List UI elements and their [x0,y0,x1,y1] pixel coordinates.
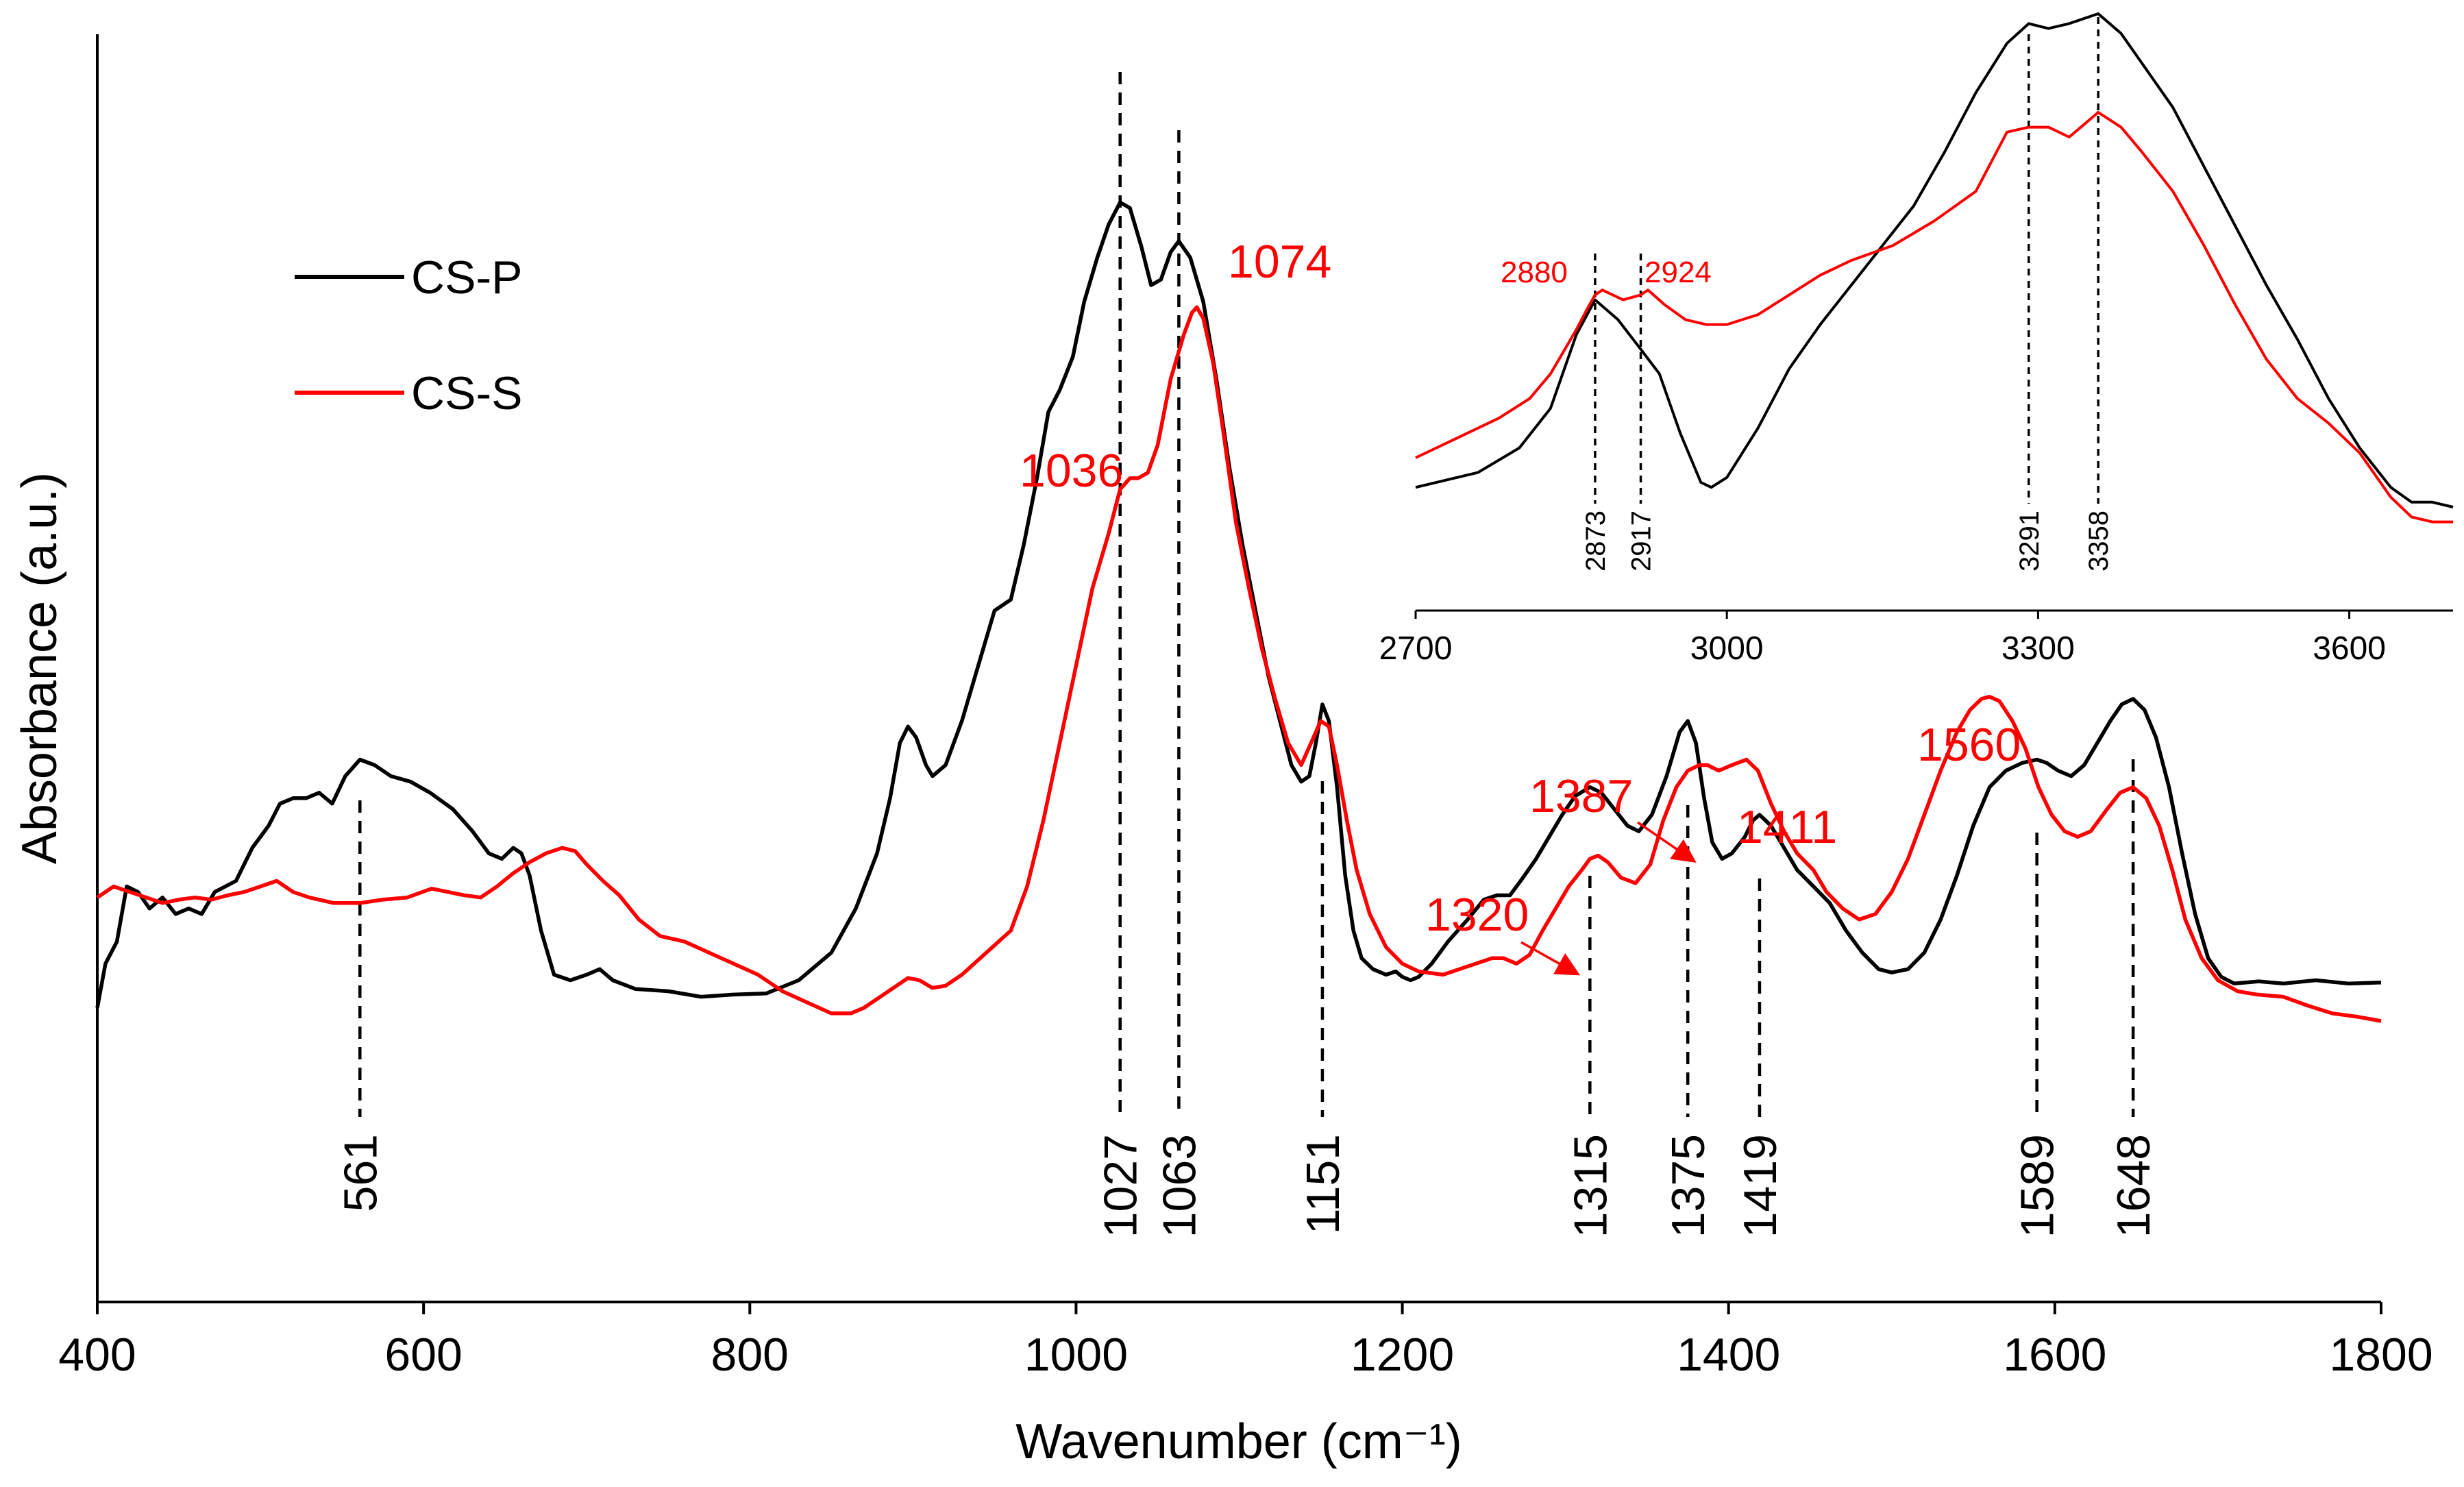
arrow-1320 [1520,941,1581,976]
peak-label-1375: 1375 [1662,1134,1714,1238]
peak-label-1589: 1589 [2012,1134,2064,1238]
inset-x-tick-label: 3300 [2001,630,2075,667]
main-peak-markers: 561 1027 1063 1151 1315 1375 1419 1589 1648 [334,72,2160,1238]
inset-peak-label-2880: 2880 [1501,256,1568,289]
main-x-tick-label: 1400 [1677,1329,1780,1381]
peak-label-1387: 1387 [1529,770,1633,822]
inset-x-ticks: 2700 3000 3300 3600 [1379,611,2386,667]
main-x-tick-label: 800 [711,1329,789,1381]
main-x-axis-title: Wavenumber (cm⁻¹) [1015,1414,1462,1469]
peak-label-1320: 1320 [1425,889,1529,941]
inset-peak-label-2873: 2873 [1581,511,1611,572]
inset-series-cs-p-line [1415,12,2454,508]
arrow-1387 [1637,821,1697,863]
peak-label-1036: 1036 [1020,445,1123,497]
inset-peak-label-3358: 3358 [2084,511,2114,572]
main-x-tick-label: 1800 [2329,1329,2432,1381]
inset-x-tick-label: 3600 [2313,630,2386,667]
peak-label-1411: 1411 [1737,801,1837,853]
peak-label-1560: 1560 [1917,719,2021,771]
main-x-tick-label: 600 [384,1329,462,1381]
legend-label-cs-p: CS-P [411,251,522,304]
peak-label-1315: 1315 [1564,1134,1616,1238]
inset-peak-label-3291: 3291 [2015,511,2045,572]
main-axes: 400 600 800 1000 1200 1400 1600 1800 [58,34,2433,1381]
main-x-tick-label: 1200 [1351,1329,1454,1381]
main-y-axis-title: Absorbance (a.u.) [12,472,67,864]
inset-peak-label-2917: 2917 [1627,511,1657,572]
peak-label-561: 561 [334,1134,386,1212]
peak-label-1419: 1419 [1734,1134,1786,1238]
legend: CS-P CS-S [295,251,522,419]
legend-label-cs-s: CS-S [411,367,522,419]
inset-series-cs-s-line [1415,111,2453,524]
main-series-cs-p-line [95,200,2382,1009]
main-x-ticks: 400 600 800 1000 1200 1400 1600 1800 [58,1302,2433,1381]
inset-plot: 2700 3000 3300 3600 2873 2917 3291 3358 2880 2… [1379,12,2454,667]
peak-label-1027: 1027 [1095,1134,1147,1238]
inset-background [1412,21,2453,610]
inset-x-tick-label: 2700 [1379,630,1453,667]
peak-label-1074: 1074 [1228,236,1331,288]
main-series-cs-s-line [96,305,2382,1023]
inset-peak-label-2924: 2924 [1644,256,1712,289]
main-x-tick-label: 1000 [1024,1329,1128,1381]
main-x-tick-label: 1600 [2003,1329,2106,1381]
inset-x-tick-label: 3000 [1690,630,1764,667]
peak-label-1063: 1063 [1153,1134,1205,1238]
main-x-tick-label: 400 [58,1329,136,1381]
main-red-peak-labels: 1036 1074 1320 1387 1411 1560 [1020,236,2021,976]
peak-label-1151: 1151 [1297,1134,1349,1234]
peak-label-1648: 1648 [2108,1134,2160,1238]
